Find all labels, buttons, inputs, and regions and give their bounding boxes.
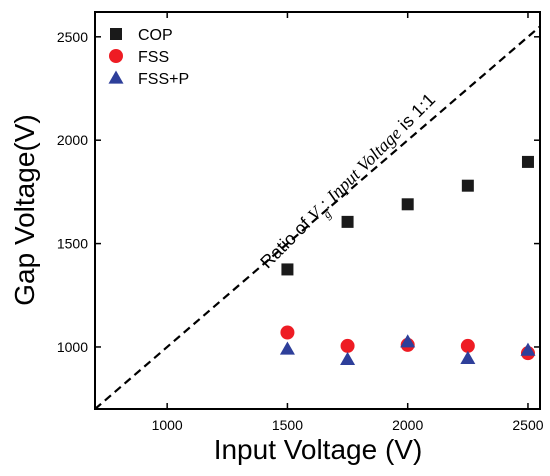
point-cop xyxy=(461,179,474,192)
markers-group xyxy=(279,155,536,365)
point-cop xyxy=(341,215,354,228)
legend-label-fss: FSS xyxy=(138,49,169,66)
x-tick-label: 1500 xyxy=(272,417,303,433)
legend-marker-fss xyxy=(109,49,123,63)
point-cop xyxy=(401,198,414,211)
point-fss-p xyxy=(520,342,536,356)
point-fss-p xyxy=(460,350,476,364)
point-fss-p xyxy=(400,334,416,348)
annotation-prefix: Ratio of xyxy=(256,211,318,273)
x-tick-label: 2000 xyxy=(392,417,423,433)
legend-label-fss-p: FSS+P xyxy=(138,71,189,88)
annotation-suffix: is 1:1 xyxy=(391,89,439,137)
point-cop xyxy=(521,155,534,168)
reference-line-group xyxy=(94,25,541,410)
legend-label-cop: COP xyxy=(138,27,173,44)
y-tick-label: 2000 xyxy=(57,132,88,148)
y-tick-label: 1500 xyxy=(57,236,88,252)
legend-marker-fss-p xyxy=(108,70,124,84)
annotation-italic: Input Voltage xyxy=(322,123,405,206)
point-fss xyxy=(280,325,295,340)
point-fss xyxy=(460,338,475,353)
ticks-group: 1000 1500 2000 2500 1000 1500 2000 2500 xyxy=(57,12,544,433)
x-axis-title: Input Voltage (V) xyxy=(214,434,423,465)
point-fss-p xyxy=(279,341,295,355)
x-tick-label: 1000 xyxy=(152,417,183,433)
legend: COP FSS FSS+P xyxy=(108,27,189,88)
x-tick-label: 2500 xyxy=(512,417,543,433)
reference-line-1to1 xyxy=(94,25,541,410)
point-cop xyxy=(281,263,294,276)
y-tick-label: 1000 xyxy=(57,339,88,355)
ratio-annotation: Ratio of Vg: Input Voltage is 1:1 xyxy=(256,89,443,276)
y-axis-title: Gap Voltage(V) xyxy=(9,114,40,305)
y-tick-label: 2500 xyxy=(57,29,88,45)
plot-frame xyxy=(94,11,541,410)
point-fss-p xyxy=(340,351,356,365)
point-fss xyxy=(340,338,355,353)
legend-marker-cop xyxy=(110,28,122,40)
